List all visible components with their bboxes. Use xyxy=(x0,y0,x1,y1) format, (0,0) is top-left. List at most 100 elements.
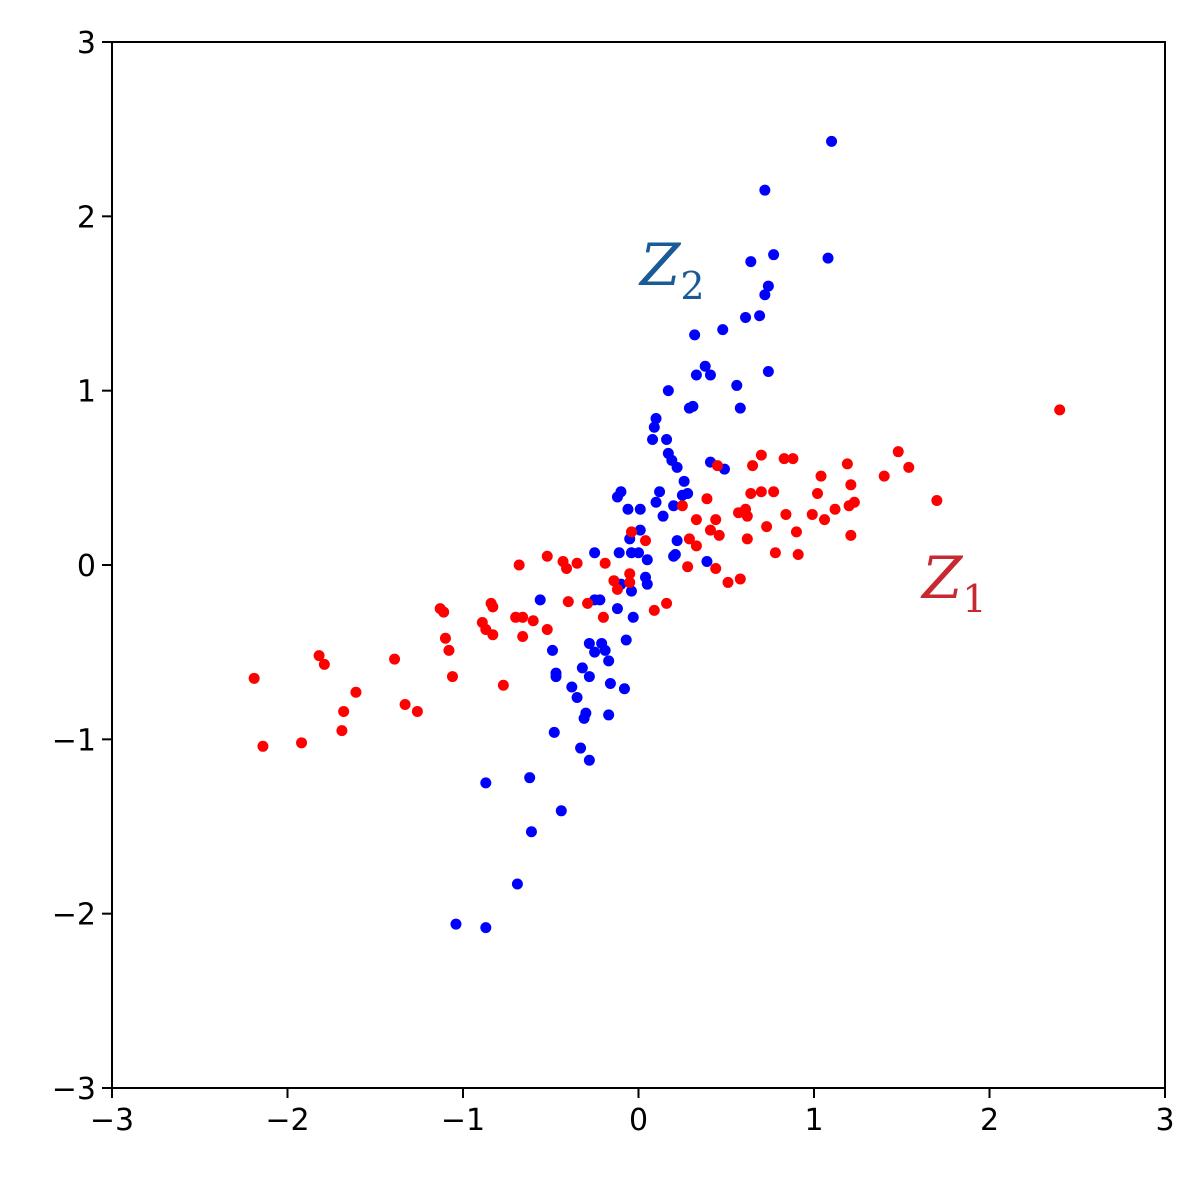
point xyxy=(755,486,767,498)
point xyxy=(822,252,834,264)
point xyxy=(517,611,529,623)
point xyxy=(731,379,743,391)
point xyxy=(611,603,623,615)
point xyxy=(611,583,623,595)
point xyxy=(892,446,904,458)
point xyxy=(555,805,567,817)
point xyxy=(762,365,774,377)
point xyxy=(745,256,757,268)
point xyxy=(690,369,702,381)
point xyxy=(576,662,588,674)
point xyxy=(734,402,746,414)
point xyxy=(815,470,827,482)
point xyxy=(575,742,587,754)
point xyxy=(819,514,831,526)
point xyxy=(759,289,771,301)
point xyxy=(722,576,734,588)
point xyxy=(683,402,695,414)
point xyxy=(487,601,499,613)
point xyxy=(389,653,401,665)
point xyxy=(625,585,637,597)
point xyxy=(648,604,660,616)
point xyxy=(641,578,653,590)
point xyxy=(257,740,269,752)
point xyxy=(548,726,560,738)
point xyxy=(487,629,499,641)
point xyxy=(769,547,781,559)
point xyxy=(745,488,757,500)
point xyxy=(690,540,702,552)
point xyxy=(571,557,583,569)
point xyxy=(678,475,690,487)
point xyxy=(740,311,752,323)
point xyxy=(662,385,674,397)
point xyxy=(624,576,636,588)
point xyxy=(648,421,660,433)
point xyxy=(527,615,539,627)
point xyxy=(755,449,767,461)
point xyxy=(562,596,574,608)
point xyxy=(566,681,578,693)
annotation: Z2 xyxy=(638,231,705,308)
point xyxy=(787,453,799,465)
point xyxy=(1054,404,1066,416)
point xyxy=(611,491,623,503)
point xyxy=(450,918,462,930)
point xyxy=(517,630,529,642)
point xyxy=(525,826,537,838)
point xyxy=(399,698,411,710)
point xyxy=(582,597,594,609)
point xyxy=(682,488,694,500)
point xyxy=(717,324,729,336)
point xyxy=(845,479,857,491)
point xyxy=(668,500,680,512)
point xyxy=(650,496,662,508)
point xyxy=(657,510,669,522)
point xyxy=(604,678,616,690)
x-tick-label: −2 xyxy=(265,1103,309,1138)
point xyxy=(780,508,792,520)
point xyxy=(713,529,725,541)
point xyxy=(313,650,325,662)
point xyxy=(603,709,615,721)
point xyxy=(443,644,455,656)
point xyxy=(754,310,766,322)
point xyxy=(689,329,701,341)
point xyxy=(790,526,802,538)
point xyxy=(248,672,260,684)
point xyxy=(541,624,553,636)
point xyxy=(768,249,780,261)
point xyxy=(829,503,841,515)
point xyxy=(641,554,653,566)
point xyxy=(411,705,423,717)
annotation-subscript: 1 xyxy=(962,577,986,621)
point xyxy=(640,535,652,547)
point xyxy=(625,526,637,538)
point xyxy=(661,597,673,609)
point xyxy=(627,611,639,623)
point xyxy=(661,433,673,445)
point xyxy=(480,777,492,789)
point xyxy=(654,486,666,498)
point xyxy=(318,658,330,670)
point xyxy=(710,514,722,526)
point xyxy=(741,533,753,545)
point xyxy=(931,494,943,506)
point xyxy=(634,524,646,536)
point xyxy=(826,135,838,147)
y-tick-label: 0 xyxy=(77,549,96,584)
x-tick-label: 2 xyxy=(980,1103,999,1138)
y-tick-label: 3 xyxy=(77,26,96,61)
point xyxy=(633,547,644,559)
point xyxy=(599,557,611,569)
point xyxy=(439,632,451,644)
x-tick-label: 0 xyxy=(629,1103,648,1138)
point xyxy=(699,360,711,372)
point xyxy=(589,547,601,559)
point xyxy=(704,524,716,536)
point xyxy=(792,549,804,561)
point xyxy=(620,634,632,646)
y-tick-label: −1 xyxy=(52,723,96,758)
point xyxy=(690,514,702,526)
